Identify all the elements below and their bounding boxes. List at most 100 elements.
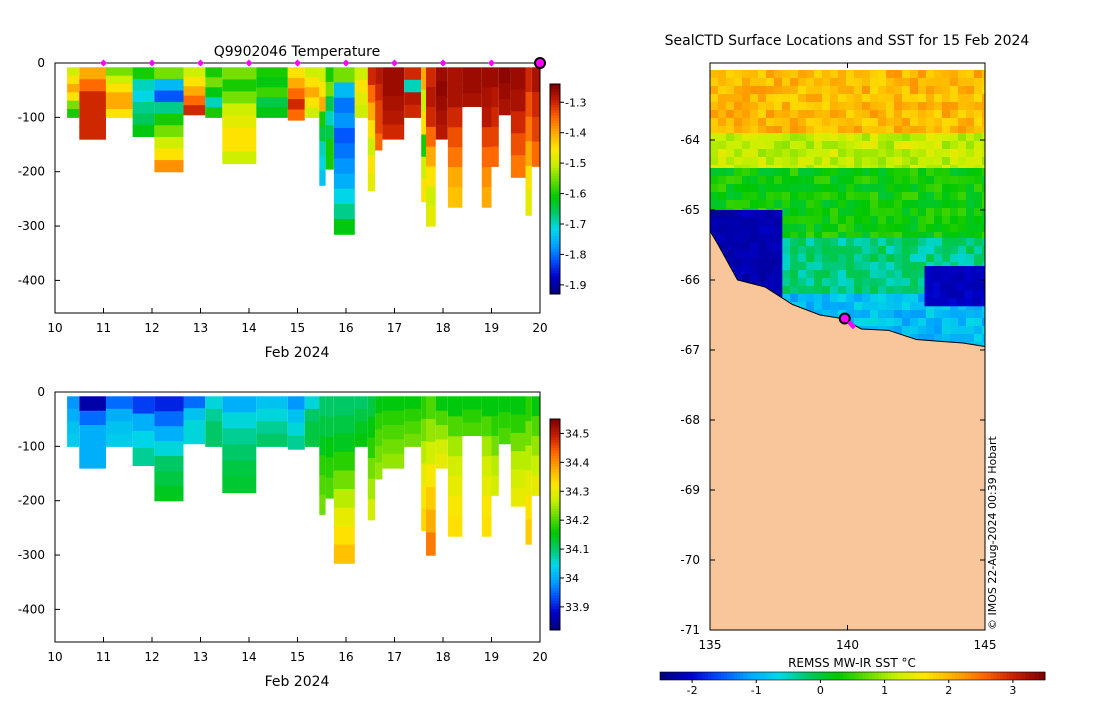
sst-pixel [910,208,919,217]
profile-cell [375,67,383,85]
sst-pixel [862,70,871,79]
sst-pixel [950,310,959,319]
sst-pixel [902,326,911,335]
sst-pixel [814,294,823,303]
sst-pixel [710,168,719,177]
sst-pixel [806,200,815,209]
profile-cell [304,433,320,447]
sst-pixel [934,184,943,193]
sst-pixel [910,86,919,95]
sst-pixel [982,232,985,241]
sst-pixel [862,238,871,247]
credit-text: © IMOS 22-Aug-2024 00:39 Hobart [986,436,999,630]
sst-pixel [942,326,951,335]
profile-cell [333,452,355,472]
sst-pixel-cold [980,282,985,291]
sst-pixel [774,110,783,119]
sst-pixel [934,334,943,343]
sst-pixel [902,278,911,287]
profile-cell [447,396,463,417]
colorbar-segment [550,529,560,533]
sst-pixel [926,200,935,209]
sst-pixel [886,302,895,311]
sst-pixel [782,246,791,255]
sst-pixel [926,326,935,335]
colorbar-segment [550,453,560,457]
profile-cell [426,419,436,443]
sst-pixel [734,110,743,119]
sst-pixel [838,141,847,150]
x-tick-label: 16 [338,650,353,664]
sst-colorbar-segment [1025,672,1030,680]
colorbar-segment [550,524,560,528]
sst-pixel [926,133,935,142]
sst-pixel [838,102,847,111]
x-tick-label: 17 [387,650,402,664]
sst-pixel [870,176,879,185]
sst-pixel [750,94,759,103]
profile-cell [222,79,257,92]
colorbar-segment [550,561,560,565]
sst-pixel [838,238,847,247]
sst-pixel [870,254,879,263]
sst-pixel [782,168,791,177]
sst-pixel-cold [734,226,743,235]
colorbar-tick-label: -1.8 [565,248,586,261]
sst-pixel [878,86,887,95]
sst-colorbar-segment [778,672,783,680]
profile-cell [132,113,155,126]
sst-pixel-cold [972,298,981,307]
sst-pixel [726,141,735,150]
sst-pixel [870,149,879,158]
sst-pixel [830,278,839,287]
colorbar-segment [550,590,560,594]
sst-pixel [878,149,887,158]
map-y-tick-label: -68 [680,413,700,427]
sst-pixel [902,102,911,111]
sst-pixel [926,208,935,217]
sst-pixel-cold [940,290,949,299]
sst-colorbar-segment [974,672,979,680]
profile-cell [510,67,526,90]
profile-cell [421,179,426,203]
sst-pixel [782,176,791,185]
sst-pixel [982,78,985,87]
sst-pixel [966,157,975,166]
colorbar-segment [550,503,560,507]
sst-pixel [790,118,799,127]
sst-pixel [750,141,759,150]
sst-pixel [894,200,903,209]
sst-colorbar-segment [858,672,863,680]
sst-pixel [806,86,815,95]
sst-pixel [846,286,855,295]
sst-pixel [814,246,823,255]
profile-cell [325,81,334,97]
profile-cell [447,127,463,148]
sst-pixel [870,216,879,225]
profile-cell [333,526,355,546]
sst-pixel [806,294,815,303]
sst-pixel [926,94,935,103]
sst-pixel [958,184,967,193]
sst-pixel [902,294,911,303]
sst-pixel [838,278,847,287]
sst-pixel [782,126,791,135]
sst-colorbar-segment [830,672,834,680]
colorbar-segment [550,582,560,586]
sst-pixel [902,216,911,225]
sst-pixel-cold [710,210,719,219]
profile-cell [325,396,334,418]
sst-pixel [918,149,927,158]
y-tick-label: -100 [18,110,45,124]
sst-pixel [870,168,879,177]
colorbar-segment [550,144,560,148]
colorbar-segment [550,175,560,180]
colorbar-segment [550,421,560,425]
sst-pixel-cold [766,242,775,251]
sst-pixel [894,78,903,87]
sst-colorbar-segment [942,672,947,680]
sst-pixel [894,302,903,311]
sst-pixel [798,294,807,303]
sst-pixel [934,310,943,319]
y-tick-label: -100 [18,439,45,453]
